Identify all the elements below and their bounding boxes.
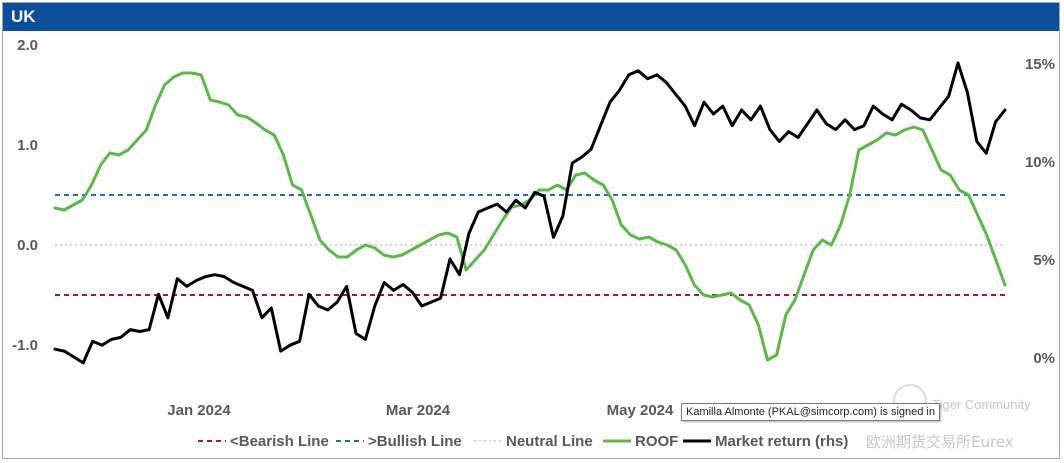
x-tick-label: Jan 2024 [167,402,231,419]
chart-title: UK [11,7,36,26]
legend-label-0: <Bearish Line [230,433,329,450]
y-right-tick-label: 0% [1033,350,1055,367]
y-left-tick-label: -1.0 [12,337,38,354]
watermark-text-2: 欧洲期货交易所Eurex [866,433,1014,451]
y-left-tick-label: 1.0 [17,137,38,154]
legend-label-3: ROOF [635,433,678,450]
x-tick-label: May 2024 [607,402,674,419]
y-left-tick-label: 2.0 [17,37,38,54]
legend-label-2: Neutral Line [506,433,593,450]
y-right-tick-label: 15% [1025,56,1055,73]
x-tick-label: Mar 2024 [386,402,451,419]
series-line-0 [53,71,1007,362]
legend-label-1: >Bullish Line [368,433,462,450]
y-right-tick-label: 10% [1025,154,1055,171]
signed-in-tooltip: Kamilla Almonte (PKAL@simcorp.com) is si… [681,403,940,421]
title-bar: UK [3,3,1059,31]
series-line-1 [53,61,1007,365]
watermark-text: Tiger Community [932,397,1031,412]
legend-label-4: Market return (rhs) [715,433,848,450]
y-left-tick-label: 0.0 [17,237,38,254]
y-right-tick-label: 5% [1033,252,1055,269]
